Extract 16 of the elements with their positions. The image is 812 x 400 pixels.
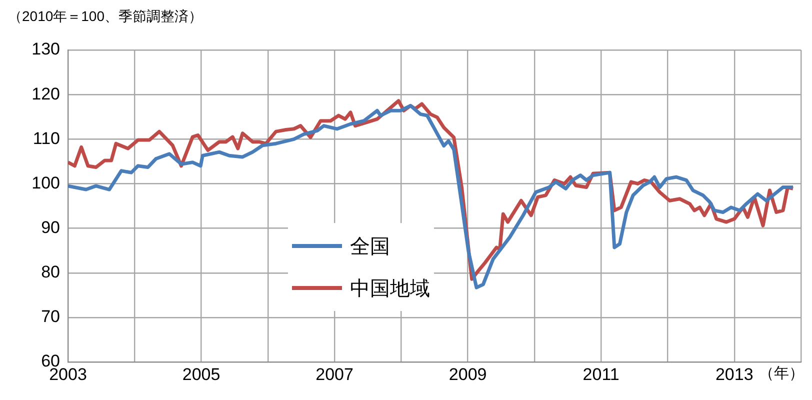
legend-label: 中国地域 — [350, 276, 430, 302]
y-tick-label: 90 — [41, 218, 60, 237]
y-tick-label: 100 — [32, 173, 60, 192]
y-tick-label: 130 — [32, 40, 60, 59]
x-tick-label: 2005 — [182, 364, 220, 384]
x-tick-label: 2013 — [715, 364, 754, 384]
y-axis-title: （2010年＝100、季節調整済） — [8, 8, 203, 26]
y-tick-label: 110 — [32, 128, 60, 148]
y-tick-label: 80 — [41, 262, 60, 282]
x-axis-title: （年） — [759, 364, 804, 383]
x-tick-label: 2007 — [316, 364, 354, 384]
x-tick-label: 2011 — [582, 364, 620, 384]
y-tick-label: 70 — [41, 307, 60, 326]
y-tick-label: 120 — [32, 84, 60, 104]
legend-label: 全国 — [350, 234, 390, 260]
x-tick-label: 2009 — [448, 364, 487, 384]
